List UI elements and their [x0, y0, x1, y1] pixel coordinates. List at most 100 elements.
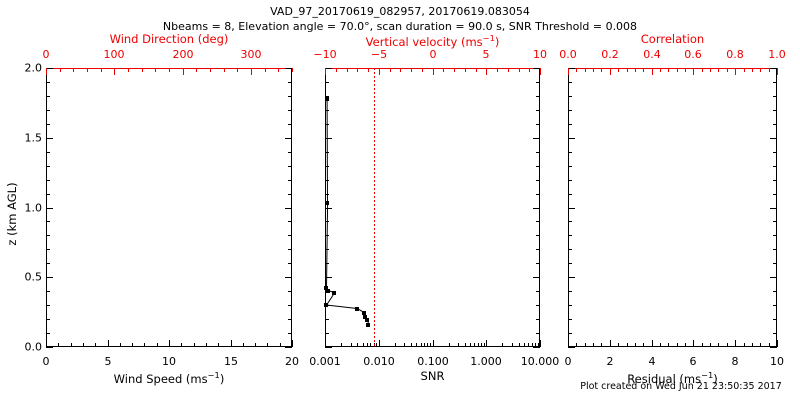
- top-tick: [422, 68, 423, 72]
- top-axis-tick-label: 200: [172, 48, 194, 61]
- y-tick: [533, 347, 540, 348]
- y-tick: [288, 194, 292, 195]
- top-tick: [777, 68, 778, 75]
- bottom-tick: [267, 343, 268, 347]
- y-tick: [285, 138, 292, 139]
- top-tick: [411, 68, 412, 72]
- bottom-tick: [218, 343, 219, 347]
- bottom-axis-tick-label: 0.001: [309, 355, 341, 368]
- bottom-axis-title: SNR: [420, 369, 445, 383]
- y-tick: [536, 152, 540, 153]
- y-tick: [46, 235, 50, 236]
- y-tick: [568, 319, 572, 320]
- y-tick: [568, 263, 572, 264]
- data-point: [354, 306, 359, 311]
- bottom-tick: [430, 343, 431, 347]
- bottom-tick: [652, 340, 653, 347]
- y-tick: [568, 180, 572, 181]
- y-tick: [46, 333, 50, 334]
- y-tick: [770, 208, 777, 209]
- bottom-tick: [481, 343, 482, 347]
- bottom-tick: [524, 343, 525, 347]
- y-tick: [288, 235, 292, 236]
- top-tick: [744, 68, 745, 72]
- y-axis-title: z (km AGL): [5, 182, 19, 246]
- top-tick: [710, 68, 711, 72]
- y-tick: [46, 180, 50, 181]
- y-tick: [536, 333, 540, 334]
- bottom-tick: [752, 343, 753, 347]
- bottom-axis-title: Residual (ms−1): [627, 370, 718, 386]
- y-tick: [773, 152, 777, 153]
- bottom-axis-tick-label: 2: [606, 355, 614, 368]
- data-point: [364, 317, 369, 322]
- top-axis-tick-label: −5: [370, 48, 388, 61]
- top-tick: [718, 68, 719, 72]
- y-tick: [325, 347, 332, 348]
- top-tick: [196, 68, 197, 72]
- top-axis-tick-label: 0.4: [643, 48, 661, 61]
- top-tick: [46, 68, 47, 75]
- y-tick: [536, 263, 540, 264]
- y-tick: [770, 277, 777, 278]
- bottom-axis-tick-label: 0.100: [417, 355, 449, 368]
- y-tick: [773, 110, 777, 111]
- panel-residual-correlation: [568, 68, 777, 347]
- y-tick: [285, 277, 292, 278]
- top-tick: [347, 68, 348, 72]
- y-tick: [288, 291, 292, 292]
- top-tick: [251, 68, 252, 75]
- top-tick: [357, 68, 358, 72]
- y-tick: [285, 347, 292, 348]
- y-tick: [568, 291, 572, 292]
- y-tick: [288, 96, 292, 97]
- top-tick: [702, 68, 703, 72]
- top-tick: [610, 68, 611, 75]
- y-tick: [536, 82, 540, 83]
- bottom-tick: [351, 343, 352, 347]
- y-tick: [46, 347, 53, 348]
- top-tick: [454, 68, 455, 72]
- plot-subtitle: Nbeams = 8, Elevation angle = 70.0°, sca…: [162, 20, 638, 33]
- top-axis-tick-label: 1.0: [768, 48, 786, 61]
- bottom-tick: [120, 343, 121, 347]
- bottom-tick: [46, 340, 47, 347]
- top-tick: [114, 68, 115, 75]
- y-tick: [46, 319, 50, 320]
- top-tick: [265, 68, 266, 72]
- bottom-tick: [585, 343, 586, 347]
- top-tick: [390, 68, 391, 72]
- top-tick: [529, 68, 530, 72]
- bottom-axis-tick-label: 10: [770, 355, 784, 368]
- y-tick: [325, 68, 332, 69]
- top-tick: [693, 68, 694, 75]
- top-axis-tick-label: −10: [313, 48, 337, 61]
- y-tick: [533, 208, 540, 209]
- y-tick: [773, 221, 777, 222]
- bottom-tick: [735, 340, 736, 347]
- top-tick: [627, 68, 628, 72]
- y-tick: [46, 249, 50, 250]
- top-tick: [443, 68, 444, 72]
- top-tick: [183, 68, 184, 75]
- top-axis-tick-label: 0.2: [601, 48, 619, 61]
- y-tick: [773, 319, 777, 320]
- top-tick: [60, 68, 61, 72]
- y-tick: [536, 221, 540, 222]
- bottom-tick: [484, 343, 485, 347]
- y-tick: [568, 124, 572, 125]
- bottom-tick: [532, 343, 533, 347]
- bottom-tick: [341, 343, 342, 347]
- bottom-axis-tick-label: 20: [285, 355, 299, 368]
- top-tick: [325, 68, 326, 75]
- bottom-tick: [576, 343, 577, 347]
- bottom-tick: [280, 343, 281, 347]
- y-tick: [770, 347, 777, 348]
- y-tick: [568, 249, 572, 250]
- y-tick: [568, 138, 575, 139]
- bottom-tick: [458, 343, 459, 347]
- top-tick: [433, 68, 434, 75]
- data-point: [332, 290, 337, 295]
- y-tick: [533, 277, 540, 278]
- y-tick: [285, 68, 292, 69]
